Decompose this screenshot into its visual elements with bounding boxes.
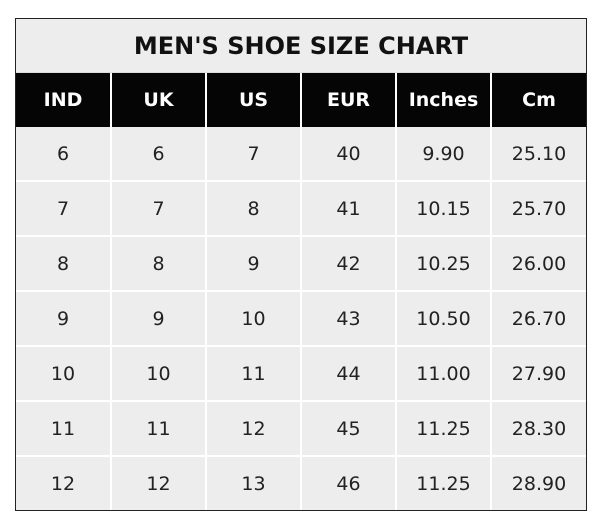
cell-eur: 40: [300, 127, 396, 181]
cell-ind: 10: [16, 345, 111, 401]
cell-ind: 6: [56, 142, 70, 165]
column-header-eur: EUR: [300, 73, 396, 127]
cell-uk: 11: [110, 400, 206, 456]
cell-inches: 11.00: [395, 345, 491, 401]
column-header-cm: Cm: [490, 73, 586, 127]
cell-ind: 11: [16, 400, 111, 456]
table-row: 11 11 12 45 11.25 28.30: [16, 400, 586, 456]
cell-eur: 46: [300, 455, 396, 510]
table-row: 8 8 9 42 10.25 26.00: [16, 235, 586, 291]
cell-us: 10: [205, 290, 301, 346]
chart-title: MEN'S SHOE SIZE CHART: [16, 19, 586, 73]
cell-eur: 42: [300, 235, 396, 291]
column-header-inches: Inches: [395, 73, 491, 127]
cell-eur: 44: [300, 345, 396, 401]
cell-inches: 11.25: [395, 455, 491, 510]
table-row: 7 7 8 41 10.15 25.70: [16, 180, 586, 236]
header-row: IND UK US EUR Inches Cm: [16, 73, 586, 127]
cell-us: 11: [205, 345, 301, 401]
cell-ind: 8: [16, 235, 111, 291]
cell-cm: 26.70: [490, 290, 586, 346]
cell-uk: 8: [110, 235, 206, 291]
cell-cm: 25.10: [490, 127, 586, 181]
cell-uk: 6: [110, 127, 206, 181]
cell-cm: 28.30: [490, 400, 586, 456]
cell-inches: 11.25: [395, 400, 491, 456]
cell-us: 8: [205, 180, 301, 236]
cell-cm: 27.90: [490, 345, 586, 401]
cell-uk: 10: [110, 345, 206, 401]
cell-ind: 7: [16, 180, 111, 236]
cell-cm: 28.90: [490, 455, 586, 510]
cell-us: 13: [205, 455, 301, 510]
table-row: 10 10 11 44 11.00 27.90: [16, 345, 586, 401]
cell-ind: 12: [16, 455, 111, 510]
cell-ind: 9: [16, 290, 111, 346]
cell-inches: 10.50: [395, 290, 491, 346]
cell-inches: 10.25: [395, 235, 491, 291]
cell-cm: 25.70: [490, 180, 586, 236]
column-header-us: US: [205, 73, 301, 127]
table-row: 12 12 13 46 11.25 28.90: [16, 455, 586, 510]
table-row: 9 9 10 43 10.50 26.70: [16, 290, 586, 346]
cell-inches: 10.15: [395, 180, 491, 236]
cell-inches: 9.90: [395, 127, 491, 181]
column-header-ind: IND: [16, 73, 111, 127]
size-chart-table: MEN'S SHOE SIZE CHART IND UK US EUR Inches Cm…: [15, 18, 587, 511]
cell-eur: 41: [300, 180, 396, 236]
cell-cm: 26.00: [490, 235, 586, 291]
cell-eur: 43: [300, 290, 396, 346]
cell-us: 12: [205, 400, 301, 456]
cell-uk: 12: [110, 455, 206, 510]
cell-us: 7: [205, 127, 301, 181]
size-table: IND UK US EUR Inches Cm 6 6 7 40 9.90 25.10 7 7 8 41 10…: [16, 73, 586, 510]
cell-us: 9: [205, 235, 301, 291]
column-header-uk: UK: [110, 73, 206, 127]
cell-eur: 45: [300, 400, 396, 456]
table-row: 6 6 7 40 9.90 25.10: [16, 127, 586, 181]
cell-uk: 9: [110, 290, 206, 346]
cell-uk: 7: [110, 180, 206, 236]
